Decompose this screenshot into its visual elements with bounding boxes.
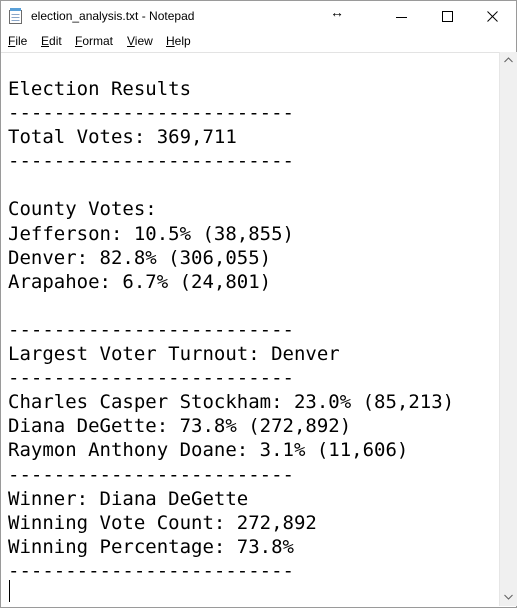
- window-title: election_analysis.txt - Notepad: [31, 9, 195, 23]
- text-line: [8, 294, 454, 318]
- text-line: Election Results: [8, 78, 192, 100]
- menu-bar: File Edit Format View Help: [1, 31, 516, 52]
- text-line: County Votes:: [8, 198, 157, 221]
- maximize-button[interactable]: [425, 1, 471, 31]
- menu-file-label: ile: [15, 34, 28, 48]
- menu-view[interactable]: View: [127, 34, 153, 48]
- vertical-scrollbar[interactable]: [499, 52, 517, 606]
- text-line: Largest Voter Turnout: Denver: [8, 343, 340, 366]
- scroll-down-arrow-icon: [504, 594, 513, 600]
- menu-edit-accel: E: [41, 34, 50, 48]
- scroll-down-button[interactable]: [500, 589, 517, 606]
- text-line: -------------------------: [8, 463, 294, 486]
- menu-format-label: ormat: [82, 34, 114, 48]
- resize-cursor-icon: ↔: [330, 4, 344, 20]
- minimize-button[interactable]: [379, 1, 425, 31]
- text-line: Charles Casper Stockham: 23.0% (85,213): [8, 391, 455, 414]
- text-line: -------------------------: [8, 150, 294, 173]
- text-line: Raymon Anthony Doane: 3.1% (11,606): [8, 439, 409, 462]
- menu-help[interactable]: Help: [166, 34, 191, 48]
- menu-edit-label: dit: [49, 34, 62, 48]
- menu-view-accel: V: [127, 34, 135, 48]
- minimize-icon: [396, 17, 407, 18]
- menu-help-label: elp: [174, 34, 191, 48]
- text-line: Diana DeGette: 73.8% (272,892): [8, 415, 352, 438]
- close-icon: [487, 11, 498, 22]
- text-line: Winner: Diana DeGette: [8, 487, 249, 510]
- menu-edit[interactable]: Edit: [41, 34, 62, 48]
- text-line: Total Votes: 369,711: [8, 126, 237, 149]
- scroll-up-arrow-icon: [504, 57, 513, 63]
- text-line: [8, 173, 454, 197]
- text-line: Winning Vote Count: 272,892: [8, 511, 317, 534]
- document-text: Election Results ------------------------…: [8, 77, 454, 583]
- text-line: -------------------------: [8, 367, 294, 390]
- close-button[interactable]: [470, 1, 516, 31]
- menu-file-accel: F: [8, 34, 16, 48]
- text-editor-area[interactable]: Election Results ------------------------…: [1, 52, 499, 607]
- notepad-icon[interactable]: [9, 8, 22, 24]
- menu-file[interactable]: File: [8, 34, 27, 48]
- text-line: -------------------------: [8, 559, 294, 582]
- text-line: Winning Percentage: 73.8%: [8, 535, 294, 558]
- text-caret: [9, 580, 10, 602]
- text-line: Denver: 82.8% (306,055): [8, 246, 272, 269]
- text-line: Arapahoe: 6.7% (24,801): [8, 270, 272, 293]
- menu-help-accel: H: [166, 34, 175, 48]
- maximize-icon: [442, 11, 453, 22]
- text-line: Jefferson: 10.5% (38,855): [8, 222, 294, 245]
- menu-format[interactable]: Format: [75, 34, 113, 48]
- menu-view-label: iew: [134, 34, 153, 48]
- title-bar[interactable]: election_analysis.txt - Notepad ↔: [1, 1, 516, 31]
- menu-format-accel: F: [75, 34, 83, 48]
- text-line: -------------------------: [8, 318, 294, 341]
- scroll-up-button[interactable]: [500, 52, 517, 69]
- text-line: -------------------------: [8, 102, 294, 125]
